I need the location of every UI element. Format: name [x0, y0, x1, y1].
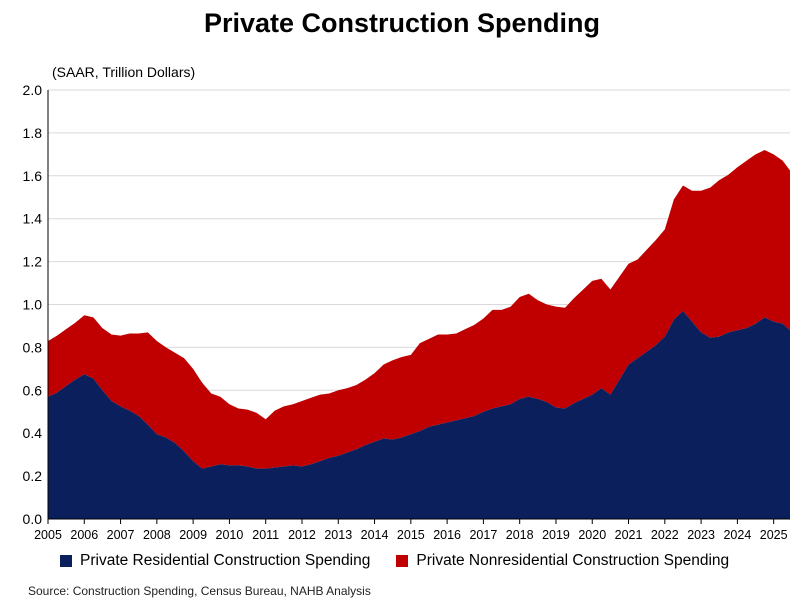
- y-tick-labels: 0.0 0.2 0.4 0.6 0.8 1.0 1.2 1.4 1.6 1.8 2.0: [23, 82, 43, 527]
- y-tick-label-6: 1.2: [23, 254, 43, 270]
- source-note: Source: Construction Spending, Census Bu…: [28, 584, 371, 598]
- x-tick-label-13: 2018: [506, 528, 534, 542]
- y-tick-label-7: 1.4: [23, 211, 43, 227]
- x-tick-label-5: 2010: [216, 528, 244, 542]
- y-tick-label-5: 1.0: [23, 297, 43, 313]
- legend-item-nonresidential: Private Nonresidential Construction Spen…: [396, 552, 729, 570]
- legend-label-nonresidential: Private Nonresidential Construction Spen…: [416, 552, 730, 569]
- area-nonresidential: [48, 150, 790, 469]
- axes: [47, 90, 790, 524]
- x-tick-label-2: 2007: [107, 528, 135, 542]
- y-tick-label-10: 2.0: [23, 82, 43, 98]
- x-tick-label-3: 2008: [143, 528, 171, 542]
- x-tick-label-17: 2022: [651, 528, 679, 542]
- legend-label-residential: Private Residential Construction Spendin…: [80, 552, 371, 569]
- area-layer: [48, 150, 790, 519]
- x-tick-label-9: 2014: [361, 528, 389, 542]
- y-tick-label-2: 0.4: [23, 425, 43, 441]
- x-tick-label-8: 2013: [324, 528, 352, 542]
- x-tick-label-15: 2020: [578, 528, 606, 542]
- x-tick-labels: 2005 2006 2007 2008 2009 2010 2011 2012 2013 2014…: [34, 528, 788, 542]
- x-tick-label-20: 2025: [760, 528, 788, 542]
- x-tick-label-11: 2016: [433, 528, 461, 542]
- x-tick-label-18: 2023: [687, 528, 715, 542]
- legend-item-residential: Private Residential Construction Spendin…: [60, 552, 370, 570]
- area-residential: [48, 310, 790, 519]
- y-tick-label-4: 0.8: [23, 339, 43, 355]
- legend-swatch-residential: [60, 555, 72, 567]
- y-tick-label-9: 1.8: [23, 125, 43, 141]
- chart-title: Private Construction Spending: [203, 8, 601, 38]
- units-label: (SAAR, Trillion Dollars): [52, 64, 196, 80]
- x-tick-label-14: 2019: [542, 528, 570, 542]
- x-tick-label-4: 2009: [179, 528, 207, 542]
- legend-swatch-nonresidential: [396, 555, 409, 567]
- y-tick-label-0: 0.0: [23, 511, 43, 527]
- y-tick-label-1: 0.2: [23, 468, 43, 484]
- x-tick-label-19: 2024: [723, 528, 751, 542]
- x-tick-label-12: 2017: [469, 528, 497, 542]
- x-tick-label-0: 2005: [34, 528, 62, 542]
- x-tick-label-7: 2012: [288, 528, 316, 542]
- y-tick-label-3: 0.6: [23, 382, 43, 398]
- y-tick-label-8: 1.6: [23, 168, 43, 184]
- x-tick-label-1: 2006: [70, 528, 98, 542]
- x-tick-label-10: 2015: [397, 528, 425, 542]
- x-tick-label-16: 2021: [615, 528, 643, 542]
- chart-plot: 0.00.20.40.60.81.01.21.41.61.82.0 2005 20…: [23, 82, 790, 542]
- legend: Private Residential Construction Spendin…: [60, 552, 755, 570]
- x-tick-label-6: 2011: [252, 528, 279, 542]
